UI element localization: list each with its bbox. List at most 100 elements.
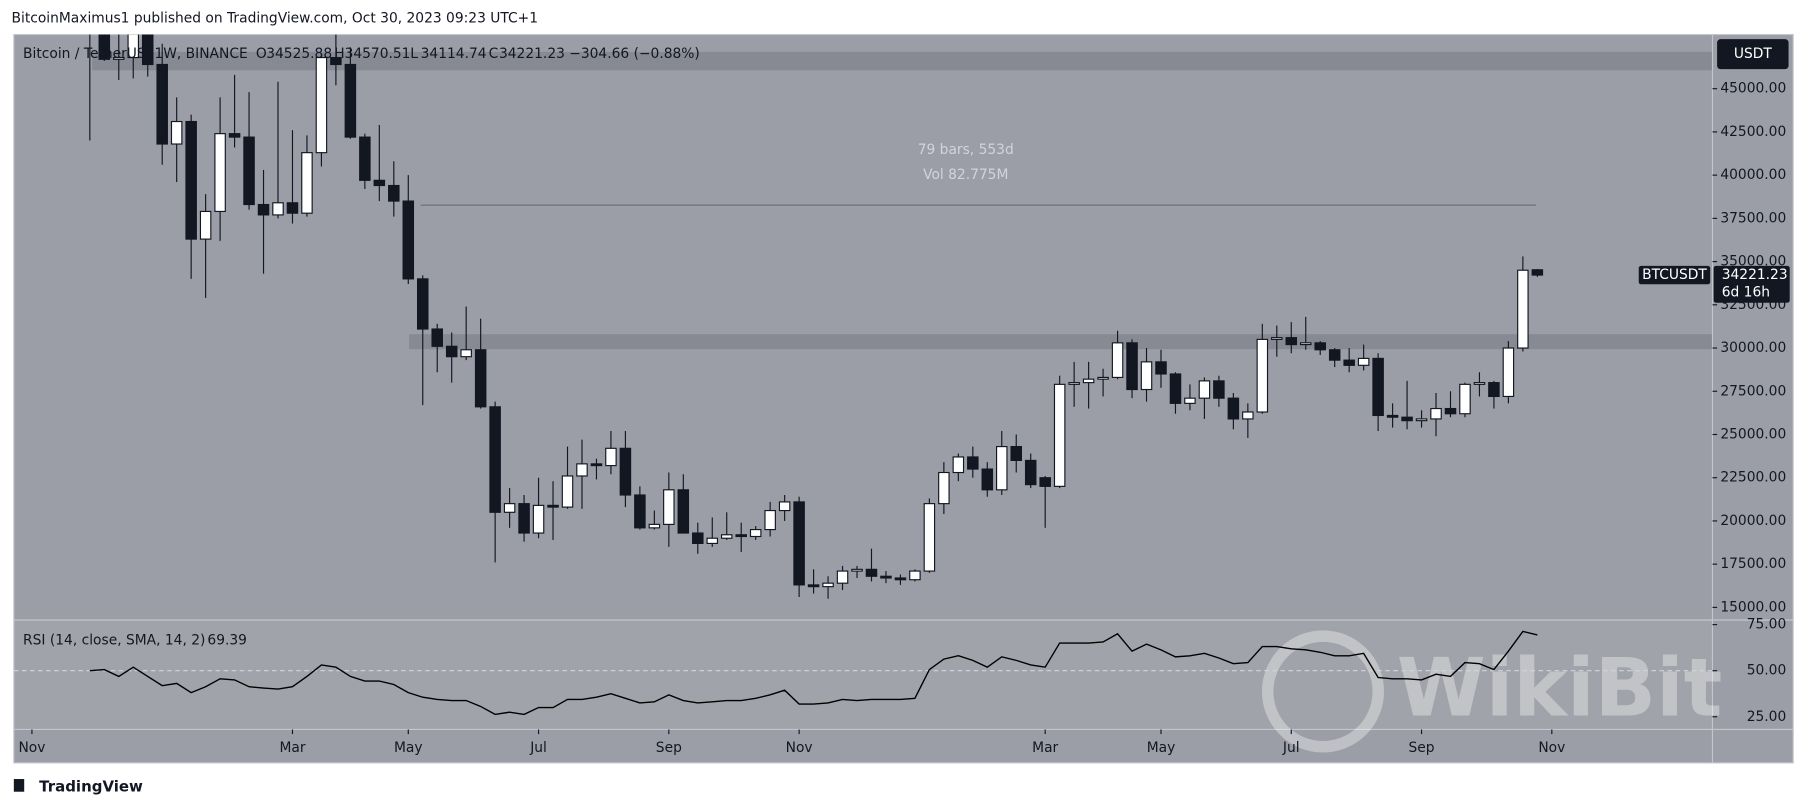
candle-body: [1314, 342, 1326, 351]
candle-body: [1039, 477, 1051, 487]
y-tick-label: 45000.00: [1720, 81, 1786, 97]
candle-body: [489, 406, 501, 513]
candle-body: [301, 152, 313, 214]
candle-body: [1531, 269, 1544, 276]
ohlc-value: 34570.51: [345, 46, 411, 62]
y-tick-label: 40000.00: [1720, 167, 1786, 183]
rsi-value: 69.39: [207, 633, 247, 649]
x-tick-label: Mar: [1032, 740, 1058, 756]
x-tick-label: Jul: [1282, 740, 1300, 756]
y-tick-label: 20000.00: [1720, 513, 1786, 529]
candle-body: [1517, 269, 1529, 349]
candle-body: [605, 447, 617, 467]
measure-bars: 79 bars, 553d: [918, 142, 1014, 158]
candle-body: [967, 456, 979, 470]
x-tick-label: Mar: [279, 740, 305, 756]
y-tick-label: 42500.00: [1720, 124, 1786, 140]
x-tick-label: May: [394, 740, 423, 756]
candle-body: [1184, 397, 1196, 404]
candle-body: [315, 56, 328, 154]
candle-body: [793, 501, 805, 586]
chart-frame: [13, 33, 1794, 764]
candle-body: [677, 489, 690, 534]
candle-body: [634, 494, 646, 529]
candle-body: [1271, 337, 1283, 340]
zone-support: [409, 334, 1713, 350]
y-tick-label: 30000.00: [1720, 340, 1786, 356]
candle-body: [923, 503, 936, 572]
zone-top: [92, 51, 1713, 71]
x-tick-label: Nov: [786, 740, 813, 756]
ohlc-key: C: [489, 46, 499, 62]
candle-body: [576, 463, 588, 477]
candle-body: [720, 534, 733, 539]
candle-body: [445, 345, 458, 358]
symbol-box: [1638, 265, 1711, 285]
candle-body: [1053, 383, 1066, 487]
x-tick-label: May: [1147, 740, 1176, 756]
candle-body: [1213, 380, 1225, 399]
footer-logo: TradingView: [39, 778, 143, 796]
candle-body: [938, 471, 950, 505]
candle-body: [590, 463, 603, 467]
candle-body: [1140, 361, 1153, 391]
candle-body: [648, 523, 661, 529]
candle-body: [214, 133, 226, 213]
currency[interactable]: USDT: [1734, 46, 1773, 62]
candle-body: [272, 202, 284, 216]
candle-body: [851, 568, 863, 572]
candle-body: [561, 475, 574, 508]
candle-body: [518, 503, 530, 534]
currency-box[interactable]: [1717, 39, 1789, 70]
change: −304.66 (−0.88%): [569, 46, 700, 62]
candle-body: [764, 509, 776, 531]
candle-body: [1111, 342, 1124, 379]
candle-body: [359, 136, 371, 181]
x-tick-label: Nov: [1538, 740, 1565, 756]
candle-body: [1024, 459, 1037, 486]
candle-body: [1430, 407, 1442, 420]
candle-body: [865, 568, 878, 577]
candle-body: [532, 504, 545, 534]
candle-body: [344, 63, 357, 138]
candle-body: [1126, 342, 1138, 391]
candle-body: [1488, 382, 1500, 398]
candle-body: [1198, 380, 1211, 399]
candle-body: [706, 537, 719, 544]
candle-body: [692, 532, 704, 544]
candle-body: [735, 534, 747, 538]
ohlc-key: L: [410, 46, 418, 62]
countdown: 6d 16h: [1722, 284, 1770, 300]
candle-body: [996, 446, 1008, 491]
y-tick-label: 22500.00: [1720, 470, 1786, 486]
candle-body: [474, 349, 487, 408]
candle-body: [1401, 416, 1413, 422]
x-tick-label: Sep: [1409, 740, 1435, 756]
x-tick-label: Nov: [18, 740, 45, 756]
price-pane: [89, 34, 1544, 599]
rsi-pane: [13, 630, 1713, 716]
y-tick-label: 50.00: [1747, 663, 1787, 679]
candle-body: [373, 179, 386, 187]
ohlc-key: H: [334, 46, 344, 62]
x-tick-label: Jul: [529, 740, 547, 756]
candle-body: [185, 120, 197, 240]
y-tick-label: 35000.00: [1720, 254, 1786, 270]
candle-body: [1357, 357, 1370, 366]
candle-body: [141, 34, 154, 66]
candle-body: [822, 582, 834, 588]
publisher: BitcoinMaximus1 published on TradingView…: [12, 10, 538, 26]
rsi-line: [89, 630, 1538, 716]
candle-body: [503, 503, 516, 513]
candle-body: [1155, 361, 1167, 375]
candle-body: [1502, 347, 1515, 398]
overlay: 15000.00 17500.00 20000.00 22500.00 25000.00…: [18, 46, 1790, 756]
candle-body: [619, 447, 632, 496]
candle-body: [894, 577, 907, 581]
x-tick-label: Sep: [656, 740, 682, 756]
candle-body: [113, 56, 125, 60]
y-tick-label: 25000.00: [1720, 426, 1786, 442]
candle-body: [199, 210, 212, 240]
ohlc-key: O: [256, 46, 267, 62]
candle-body: [1169, 373, 1182, 404]
